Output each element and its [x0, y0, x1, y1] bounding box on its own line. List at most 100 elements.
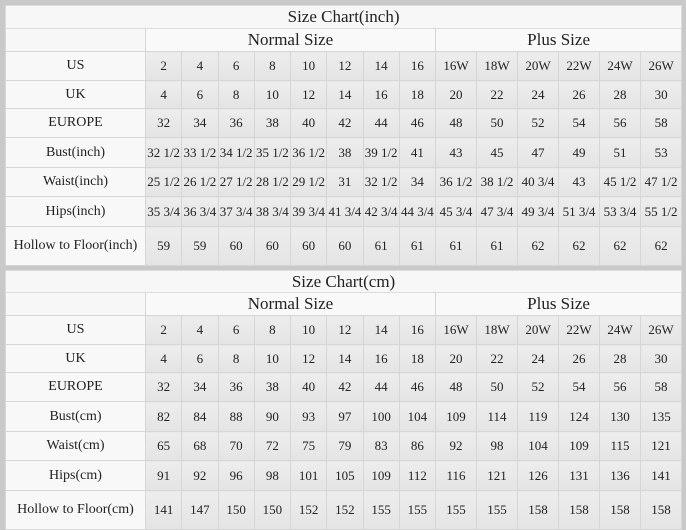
table-cell: 56 — [599, 372, 641, 402]
table-cell: 79 — [326, 431, 364, 461]
table-cell: 18W — [476, 315, 518, 345]
table-cell: 28 — [599, 80, 641, 109]
table-cell: 41 3/4 — [326, 196, 364, 227]
table-cell: 42 — [326, 108, 364, 138]
table-cell: 59 — [181, 226, 219, 266]
table-cell: 44 3/4 — [398, 196, 437, 227]
table-cell: 14 — [326, 80, 364, 109]
table-cell: 61 — [476, 226, 518, 266]
row-label-us: US — [5, 315, 146, 345]
table-cell: 42 3/4 — [362, 196, 400, 227]
table-cell: 34 — [181, 108, 219, 138]
table-cell: 26 — [558, 344, 600, 373]
group-header-normal-size: Normal Size — [145, 292, 436, 316]
table-cell: 72 — [253, 431, 292, 461]
size-table: Size Chart(cm) Normal Size Plus Size US 2 4 6 8… — [4, 270, 683, 530]
table-cell: 61 — [362, 226, 400, 266]
table-cell: 158 — [639, 490, 683, 530]
table-cell: 49 — [558, 137, 600, 168]
table-cell: 40 — [289, 372, 328, 402]
table-cell: 59 — [144, 226, 183, 266]
table-cell: 98 — [476, 431, 518, 461]
table-cell: 4 — [144, 344, 183, 373]
table-cell: 36 — [217, 372, 255, 402]
table-cell: 39 1/2 — [362, 137, 400, 168]
table-cell: 14 — [326, 344, 364, 373]
table-cell: 104 — [517, 431, 559, 461]
table-cell: 45 — [476, 137, 518, 168]
table-cell: 20 — [435, 80, 477, 109]
table-cell: 56 — [599, 108, 641, 138]
table-cell: 93 — [289, 401, 328, 432]
table-cell: 35 3/4 — [144, 196, 183, 227]
table-cell: 47 1/2 — [639, 167, 683, 197]
table-cell: 155 — [476, 490, 518, 530]
table-cell: 70 — [217, 431, 255, 461]
table-cell: 45 3/4 — [435, 196, 477, 227]
table-cell: 97 — [326, 401, 364, 432]
table-cell: 34 — [181, 372, 219, 402]
table-cell: 75 — [289, 431, 328, 461]
table-cell: 8 — [253, 51, 292, 81]
table-row: Hips(inch) 35 3/4 36 3/4 37 3/4 38 3/4 39 3/4… — [5, 196, 683, 227]
table-cell: 46 — [398, 108, 437, 138]
table-cell: 18W — [476, 51, 518, 81]
row-label-us: US — [5, 51, 146, 81]
table-cell: 16 — [362, 80, 400, 109]
chart-title: Size Chart(inch) — [4, 5, 683, 29]
table-cell: 147 — [181, 490, 219, 530]
table-cell: 30 — [639, 80, 683, 109]
table-cell: 55 1/2 — [639, 196, 683, 227]
table-cell: 4 — [181, 51, 219, 81]
table-cell: 52 — [517, 372, 559, 402]
table-row: Bust(inch) 32 1/2 33 1/2 34 1/2 35 1/2 36 1/2… — [5, 137, 683, 168]
table-cell: 39 3/4 — [289, 196, 328, 227]
table-cell: 36 1/2 — [435, 167, 477, 197]
table-cell: 26W — [639, 51, 683, 81]
table-cell: 46 — [398, 372, 437, 402]
table-cell: 2 — [144, 51, 183, 81]
table-row: Bust(cm) 82 84 88 90 93 97 100 104 109 114 119 124 13… — [5, 401, 683, 432]
row-label-waist-inch: Waist(inch) — [5, 167, 146, 197]
table-cell: 150 — [217, 490, 255, 530]
table-cell: 52 — [517, 108, 559, 138]
table-cell: 60 — [253, 226, 292, 266]
table-cell: 61 — [398, 226, 437, 266]
table-cell: 101 — [289, 460, 328, 491]
table-cell: 32 1/2 — [362, 167, 400, 197]
size-chart-inch: Size Chart(inch) Normal Size Plus Size US 2 4… — [4, 5, 683, 266]
table-cell: 124 — [558, 401, 600, 432]
table-cell: 32 — [144, 108, 183, 138]
table-cell: 6 — [181, 344, 219, 373]
table-cell: 155 — [398, 490, 437, 530]
row-label-waist-cm: Waist(cm) — [5, 431, 146, 461]
table-cell: 47 — [517, 137, 559, 168]
table-cell: 20W — [517, 315, 559, 345]
table-cell: 31 — [326, 167, 364, 197]
table-cell: 12 — [289, 344, 328, 373]
row-label-bust-inch: Bust(inch) — [5, 137, 146, 168]
row-label-uk: UK — [5, 80, 146, 109]
table-cell: 86 — [398, 431, 437, 461]
table-cell: 27 1/2 — [217, 167, 255, 197]
table-cell: 14 — [362, 51, 400, 81]
table-cell: 33 1/2 — [181, 137, 219, 168]
table-cell: 150 — [253, 490, 292, 530]
table-cell: 10 — [253, 80, 292, 109]
title-row: Size Chart(inch) — [4, 5, 683, 29]
table-cell: 35 1/2 — [253, 137, 292, 168]
table-cell: 22 — [476, 344, 518, 373]
table-cell: 37 3/4 — [217, 196, 255, 227]
table-cell: 6 — [181, 80, 219, 109]
table-cell: 155 — [362, 490, 400, 530]
table-cell: 22W — [558, 315, 600, 345]
table-cell: 126 — [517, 460, 559, 491]
table-cell: 62 — [558, 226, 600, 266]
table-cell: 25 1/2 — [144, 167, 183, 197]
table-cell: 42 — [326, 372, 364, 402]
table-row: US 2 4 6 8 10 12 14 16 16W 18W 20W 22W 24W 26W — [5, 315, 683, 345]
table-cell: 62 — [517, 226, 559, 266]
table-cell: 36 1/2 — [289, 137, 328, 168]
row-label-hollow-to-floor-inch: Hollow to Floor(inch) — [5, 226, 146, 266]
table-cell: 51 3/4 — [558, 196, 600, 227]
